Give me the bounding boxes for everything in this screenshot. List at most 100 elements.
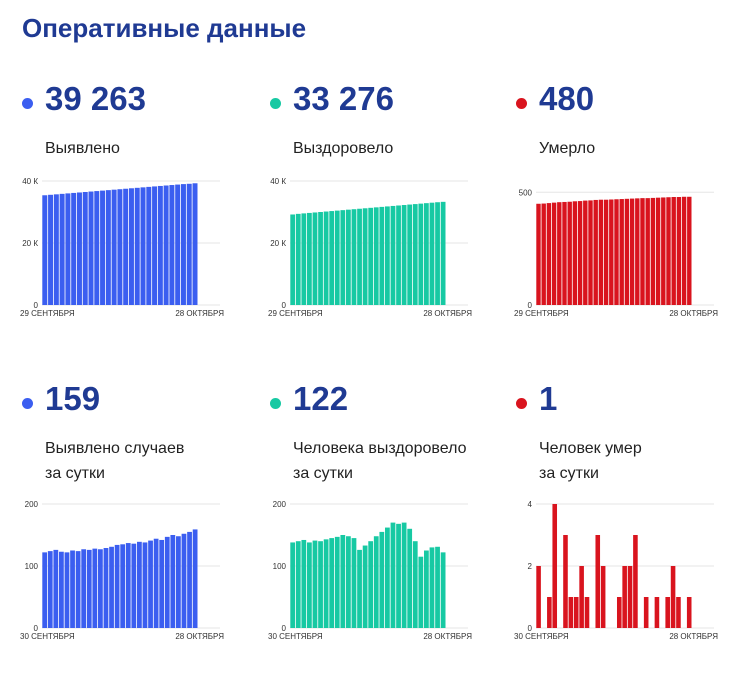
stat-label-line1: Человек умер — [539, 440, 642, 457]
bar — [643, 597, 649, 628]
bar — [379, 531, 385, 628]
bar — [169, 185, 175, 305]
chart-detected: 0 20 К 40 К 29 СЕНТЯБРЯ 28 ОКТЯБРЯ — [20, 171, 230, 319]
y-tick-label: 0 — [528, 624, 533, 633]
bar — [53, 194, 59, 305]
bar — [47, 551, 53, 628]
chart-died: 0 500 29 СЕНТЯБРЯ 28 ОКТЯБРЯ — [514, 171, 724, 319]
bar — [128, 188, 134, 305]
chart-died-daily: 0 2 4 30 СЕНТЯБРЯ 28 ОКТЯБРЯ — [514, 494, 724, 642]
bar — [318, 212, 323, 305]
stat-value: 33 276 — [293, 80, 394, 117]
bar — [70, 550, 75, 628]
bar — [142, 542, 148, 628]
bar — [622, 566, 627, 628]
bar — [368, 541, 374, 628]
bar — [120, 544, 126, 628]
bar — [92, 548, 98, 628]
panel-died: 480 Умерло 0 500 29 СЕНТЯБРЯ 28 ОКТЯБРЯ — [514, 76, 742, 376]
bar — [334, 210, 340, 305]
panel-detected-daily: 159 Выявлено случаев за сутки 0 100 200 30 … — [20, 376, 250, 676]
bar — [385, 206, 390, 305]
x-tick-label-start: 29 СЕНТЯБРЯ — [268, 309, 323, 318]
bar — [435, 546, 440, 628]
bar — [665, 597, 670, 628]
bar — [676, 197, 682, 305]
bar — [584, 597, 590, 628]
legend-dot — [22, 398, 33, 409]
panel-died-daily: 1 Человек умер за сутки 0 2 4 30 СЕНТЯБРЯ 28… — [514, 376, 742, 676]
y-tick-label: 2 — [528, 562, 533, 571]
bar — [396, 205, 401, 305]
bar — [362, 208, 368, 305]
bar — [573, 597, 579, 628]
bar — [670, 566, 676, 628]
y-tick-label: 0 — [34, 624, 39, 633]
bar — [635, 198, 640, 305]
bar — [624, 198, 630, 305]
bar — [435, 202, 440, 305]
bar — [429, 202, 435, 305]
bar — [640, 198, 645, 305]
bar — [424, 550, 429, 628]
bar — [390, 205, 396, 305]
bar — [401, 522, 407, 628]
bar — [59, 551, 64, 628]
bar — [654, 597, 660, 628]
bar — [440, 201, 446, 305]
y-tick-label: 0 — [528, 301, 533, 310]
bar — [357, 208, 362, 305]
y-tick-label: 0 — [282, 301, 287, 310]
chart-recovered: 0 20 К 40 К 29 СЕНТЯБРЯ 28 ОКТЯБРЯ — [268, 171, 478, 319]
y-tick-label: 500 — [519, 188, 533, 197]
bar — [661, 197, 666, 305]
bar — [98, 549, 103, 628]
bar — [645, 198, 650, 305]
bar — [346, 209, 351, 305]
bar — [687, 196, 692, 305]
bar — [295, 213, 301, 305]
bar — [609, 199, 614, 305]
bar — [614, 199, 619, 305]
y-tick-label: 40 К — [22, 177, 38, 186]
chart-svg: 0 2 4 30 СЕНТЯБРЯ 28 ОКТЯБРЯ — [514, 500, 718, 641]
bar — [103, 548, 109, 628]
x-tick-label-start: 29 СЕНТЯБРЯ — [20, 309, 75, 318]
bar — [407, 204, 413, 305]
bar — [164, 536, 170, 628]
y-tick-label: 20 К — [270, 239, 286, 248]
bar — [373, 207, 379, 305]
chart-svg: 0 20 К 40 К 29 СЕНТЯБРЯ 28 ОКТЯБРЯ — [20, 177, 224, 318]
stat-label: Человек умер за сутки — [539, 436, 642, 486]
bar — [424, 203, 429, 305]
bar — [295, 541, 301, 628]
bar — [131, 543, 137, 628]
bar — [429, 547, 435, 628]
bar — [390, 522, 396, 628]
bar — [603, 199, 609, 305]
x-tick-label-end: 28 ОКТЯБРЯ — [175, 309, 224, 318]
bar — [75, 551, 81, 628]
bar — [568, 597, 574, 628]
stat-label-line2: за сутки — [293, 465, 353, 482]
y-tick-label: 40 К — [270, 177, 286, 186]
bar — [579, 566, 584, 628]
bar — [686, 597, 692, 628]
y-tick-label: 20 К — [22, 239, 38, 248]
stat-label: Выявлено — [45, 136, 120, 161]
bar — [329, 538, 335, 628]
bar — [562, 201, 567, 305]
y-tick-label: 200 — [25, 500, 39, 509]
bar — [159, 539, 165, 628]
bar — [340, 535, 346, 628]
bar — [290, 214, 296, 305]
bar — [551, 202, 557, 305]
bar — [396, 523, 401, 628]
bar — [676, 597, 681, 628]
bar — [655, 197, 661, 305]
bar — [567, 201, 572, 305]
bar — [588, 200, 593, 305]
stat-label-line1: Выявлено случаев — [45, 440, 185, 457]
x-tick-label-end: 28 ОКТЯБРЯ — [175, 632, 224, 641]
bar — [152, 186, 158, 305]
